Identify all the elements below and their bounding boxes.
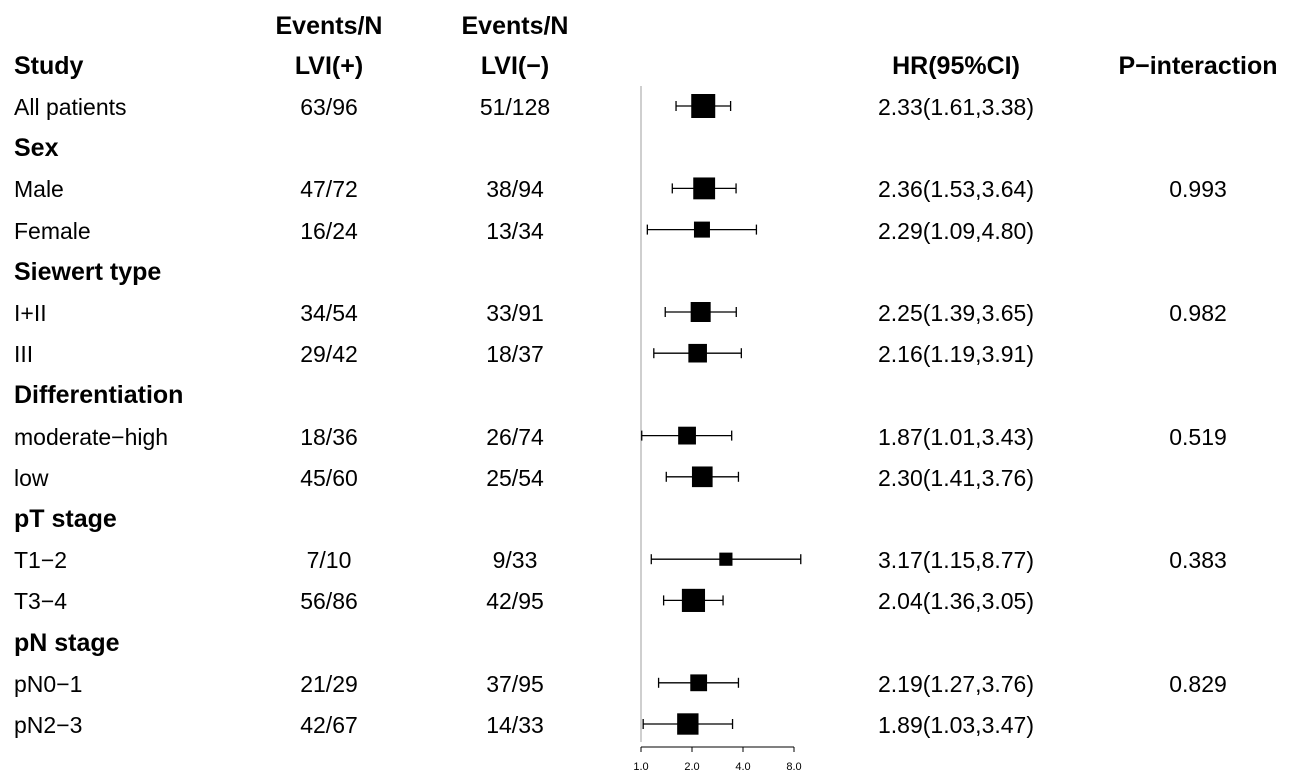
- header-events-pos: LVI(+): [294, 52, 364, 80]
- row-label: T3−4: [14, 588, 68, 615]
- header-events-neg: LVI(−): [480, 52, 550, 80]
- group-label: pN stage: [14, 628, 120, 657]
- p-interaction-value: 0.829: [1169, 670, 1227, 697]
- group-label: pT stage: [14, 505, 117, 533]
- events-lvi-neg: 25/54: [486, 464, 544, 491]
- x-tick-label: 4.0: [735, 761, 750, 773]
- hr-ci-text: 2.16(1.19,3.91): [877, 341, 1035, 368]
- row-label: All patients: [14, 94, 127, 120]
- hr-ci-text: 2.25(1.39,3.65): [877, 300, 1035, 326]
- header-hr: HR(95%CI): [892, 52, 1020, 80]
- header-p-interaction: P−interaction: [1118, 52, 1278, 80]
- events-lvi-neg: 9/33: [492, 547, 538, 574]
- row-label: III: [14, 341, 34, 368]
- x-tick-label: 1.0: [633, 761, 648, 773]
- events-lvi-pos: 42/67: [300, 712, 358, 738]
- header-study: Study: [14, 52, 84, 80]
- p-interaction-value: 0.982: [1169, 300, 1227, 326]
- x-tick-label: 2.0: [684, 761, 699, 773]
- hr-point-marker: [691, 94, 716, 118]
- hr-point-marker: [677, 713, 699, 735]
- hr-point-marker: [678, 426, 696, 445]
- group-label: Siewert type: [14, 257, 162, 286]
- hr-point-marker: [693, 221, 710, 238]
- row-label: Male: [14, 176, 64, 203]
- row-label: T1−2: [14, 547, 68, 574]
- events-lvi-neg: 42/95: [486, 588, 544, 615]
- events-lvi-neg: 37/95: [486, 670, 544, 697]
- hr-ci-text: 1.89(1.03,3.47): [877, 712, 1035, 738]
- group-label: Sex: [14, 134, 59, 163]
- hr-point-marker: [688, 343, 707, 363]
- p-interaction-value: 0.383: [1169, 547, 1227, 574]
- hr-ci-text: 1.87(1.01,3.43): [877, 423, 1035, 450]
- row-label: moderate−high: [14, 423, 169, 450]
- events-lvi-pos: 29/42: [300, 341, 358, 368]
- events-lvi-pos: 56/86: [300, 588, 358, 615]
- events-lvi-pos: 34/54: [300, 300, 358, 326]
- hr-ci-text: 2.36(1.53,3.64): [877, 176, 1035, 203]
- events-lvi-pos: 21/29: [300, 670, 358, 697]
- events-lvi-neg: 13/34: [486, 217, 544, 244]
- events-lvi-pos: 18/36: [300, 423, 358, 450]
- hr-point-marker: [681, 588, 706, 612]
- row-label: low: [14, 464, 49, 491]
- x-tick-label: 8.0: [786, 761, 801, 773]
- p-interaction-value: 0.993: [1169, 176, 1227, 203]
- events-lvi-neg: 33/91: [486, 300, 544, 326]
- row-label: Female: [14, 217, 91, 244]
- events-lvi-pos: 16/24: [300, 217, 358, 244]
- p-interaction-value: 0.519: [1169, 423, 1227, 450]
- header-events-pos-top: Events/N: [275, 12, 383, 40]
- events-lvi-neg: 14/33: [486, 712, 544, 738]
- events-lvi-neg: 51/128: [479, 94, 551, 120]
- row-label: pN2−3: [14, 712, 83, 738]
- hr-point-marker: [690, 302, 711, 322]
- events-lvi-pos: 47/72: [300, 176, 358, 203]
- hr-point-marker: [690, 674, 708, 692]
- hr-ci-text: 2.29(1.09,4.80): [877, 217, 1035, 244]
- hr-ci-text: 2.33(1.61,3.38): [877, 94, 1035, 120]
- row-label: I+II: [14, 300, 47, 326]
- group-label: Differentiation: [14, 381, 184, 410]
- events-lvi-neg: 18/37: [486, 341, 544, 368]
- hr-ci-text: 2.30(1.41,3.76): [877, 464, 1035, 491]
- hr-ci-text: 3.17(1.15,8.77): [877, 547, 1035, 574]
- events-lvi-pos: 7/10: [306, 547, 352, 574]
- events-lvi-pos: 45/60: [300, 464, 358, 491]
- hr-point-marker: [693, 177, 716, 200]
- events-lvi-pos: 63/96: [300, 94, 358, 120]
- events-lvi-neg: 26/74: [486, 423, 544, 450]
- row-label: pN0−1: [14, 670, 83, 697]
- hr-point-marker: [719, 552, 733, 566]
- hr-ci-text: 2.04(1.36,3.05): [877, 588, 1035, 615]
- header-events-neg-top: Events/N: [461, 12, 569, 40]
- events-lvi-neg: 38/94: [486, 176, 544, 203]
- hr-point-marker: [691, 466, 713, 488]
- hr-ci-text: 2.19(1.27,3.76): [877, 670, 1035, 697]
